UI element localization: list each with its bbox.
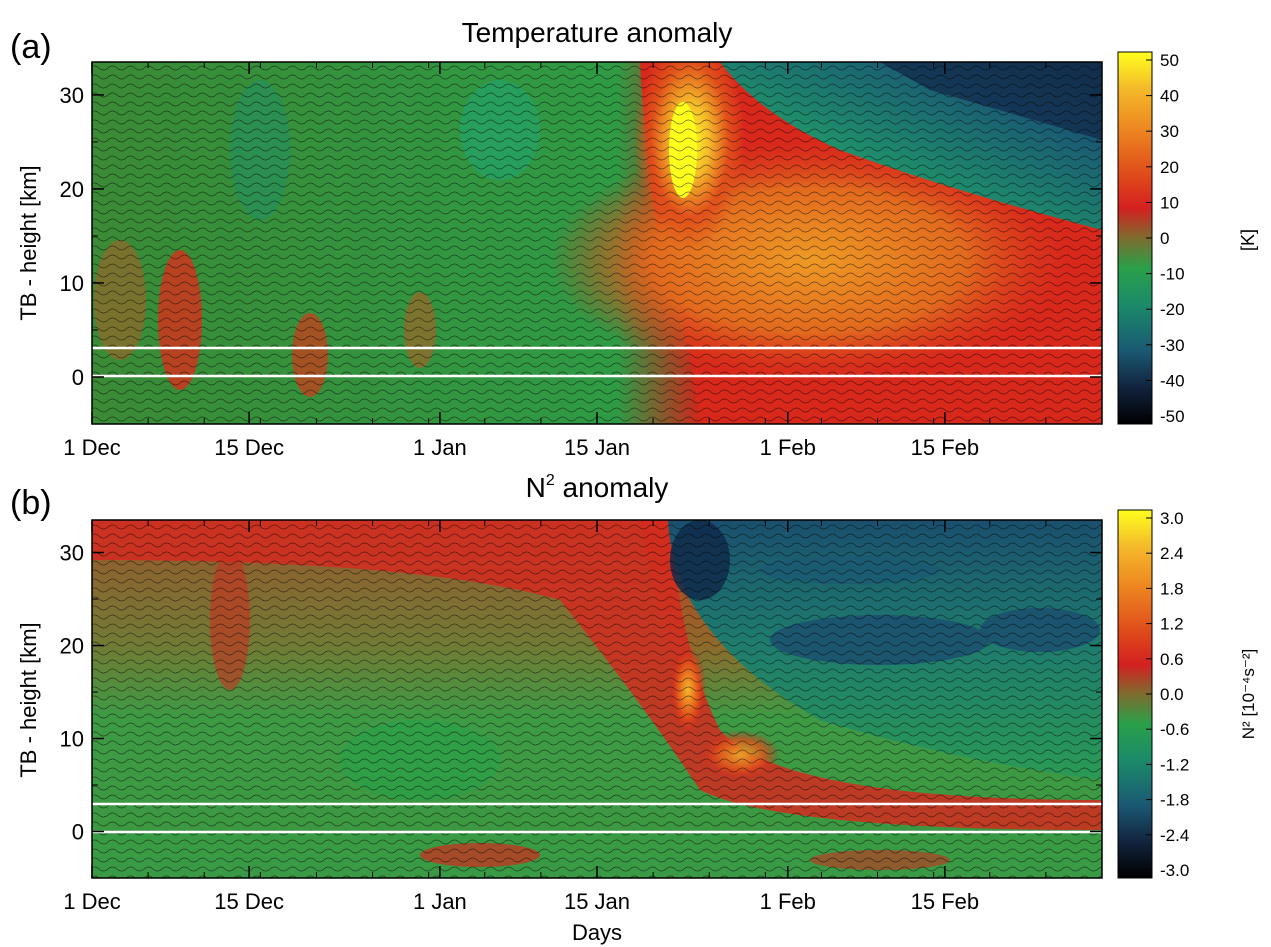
panel-b-colorbar-scale: [1117, 509, 1153, 879]
colorbar-tick-label: -1.8: [1160, 791, 1189, 810]
x-tick-label: 15 Dec: [214, 889, 284, 914]
colorbar-tick-label: -20: [1160, 300, 1185, 319]
panel-b-x-axis: 1 Dec 15 Dec 1 Jan 15 Jan 1 Feb 15 Feb: [63, 520, 1103, 914]
x-tick-label: 1 Jan: [413, 435, 467, 460]
panel-a-colorbar-ticks: 50 40 30 20 10 0 -10 -20 -30 -40 -50: [1146, 51, 1185, 426]
panel-b: (b) N2 anomaly 1: [10, 472, 1258, 945]
x-tick-label: 1 Feb: [760, 435, 816, 460]
y-tick-label: 0: [72, 365, 84, 390]
x-tick-label: 1 Jan: [413, 889, 467, 914]
colorbar-tick-label: -2.4: [1160, 826, 1189, 845]
x-tick-label: 15 Jan: [564, 889, 630, 914]
y-tick-label: 10: [60, 727, 84, 752]
panel-b-colorbar: 3.0 2.4 1.8 1.2 0.6 0.0 -0.6 -1.2 -1.8 -2.4 -3.0 N…: [1117, 509, 1258, 880]
panel-b-label: (b): [10, 484, 52, 522]
panel-b-title-main: N: [526, 472, 546, 503]
panel-b-title-sup: 2: [546, 472, 555, 489]
x-tick-label: 1 Dec: [63, 435, 120, 460]
colorbar-tick-label: -30: [1160, 336, 1185, 355]
panel-b-y-axis-label: TB - height [km]: [16, 622, 41, 777]
y-tick-label: 30: [60, 83, 84, 108]
x-axis-label: Days: [572, 920, 622, 945]
y-tick-label: 20: [60, 634, 84, 659]
panel-a-title: Temperature anomaly: [462, 17, 733, 48]
colorbar-tick-label: -0.6: [1160, 720, 1189, 739]
colorbar-tick-label: 50: [1160, 51, 1179, 70]
colorbar-tick-label: 3.0: [1160, 509, 1184, 528]
panel-b-plot: [92, 520, 1102, 878]
y-tick-label: 30: [60, 541, 84, 566]
x-tick-label: 1 Feb: [760, 889, 816, 914]
panel-a-reference-lines: [92, 346, 1102, 378]
panel-a-label: (a): [10, 28, 52, 66]
colorbar-tick-label: -40: [1160, 371, 1185, 390]
panel-a-plot: [92, 62, 1102, 424]
colorbar-tick-label: -1.2: [1160, 755, 1189, 774]
panel-a-y-axis: 0 10 20 30: [60, 83, 1102, 425]
x-tick-label: 15 Dec: [214, 435, 284, 460]
colorbar-tick-label: -10: [1160, 265, 1185, 284]
colorbar-tick-label: 30: [1160, 122, 1179, 141]
colorbar-tick-label: 10: [1160, 193, 1179, 212]
colorbar-tick-label: 20: [1160, 158, 1179, 177]
panel-a-colorbar: 50 40 30 20 10 0 -10 -20 -30 -40 -50 [K]: [1117, 51, 1258, 426]
colorbar-tick-label: 1.2: [1160, 615, 1184, 634]
panel-b-title: N2 anomaly: [526, 472, 669, 503]
y-tick-label: 0: [72, 820, 84, 845]
x-tick-label: 15 Jan: [564, 435, 630, 460]
colorbar-tick-label: 1.8: [1160, 579, 1184, 598]
panel-a: (a) Temperature anomaly 1 Dec 1: [10, 17, 1258, 460]
x-tick-label: 15 Feb: [911, 889, 980, 914]
colorbar-tick-label: 0.6: [1160, 650, 1184, 669]
colorbar-tick-label: 40: [1160, 87, 1179, 106]
colorbar-tick-label: 0.0: [1160, 685, 1184, 704]
panel-a-x-axis: 1 Dec 15 Dec 1 Jan 15 Jan 1 Feb 15 Feb: [63, 62, 1103, 460]
colorbar-tick-label: -50: [1160, 407, 1185, 426]
x-tick-label: 1 Dec: [63, 889, 120, 914]
x-tick-label: 15 Feb: [911, 435, 980, 460]
panel-b-colorbar-unit: N² [10⁻⁴s⁻²]: [1239, 649, 1258, 739]
y-tick-label: 20: [60, 177, 84, 202]
panel-b-title-rest: anomaly: [555, 472, 669, 503]
panel-a-colorbar-unit: [K]: [1238, 229, 1258, 251]
panel-b-y-axis: 0 10 20 30: [60, 541, 1102, 879]
panel-a-y-axis-label: TB - height [km]: [16, 165, 41, 320]
colorbar-tick-label: 2.4: [1160, 544, 1184, 563]
panel-b-reference-lines: [92, 802, 1102, 834]
colorbar-tick-label: 0: [1160, 229, 1169, 248]
panel-b-colorbar-ticks: 3.0 2.4 1.8 1.2 0.6 0.0 -0.6 -1.2 -1.8 -2.4 -3.0: [1146, 509, 1189, 880]
y-tick-label: 10: [60, 271, 84, 296]
colorbar-tick-label: -3.0: [1160, 861, 1189, 880]
